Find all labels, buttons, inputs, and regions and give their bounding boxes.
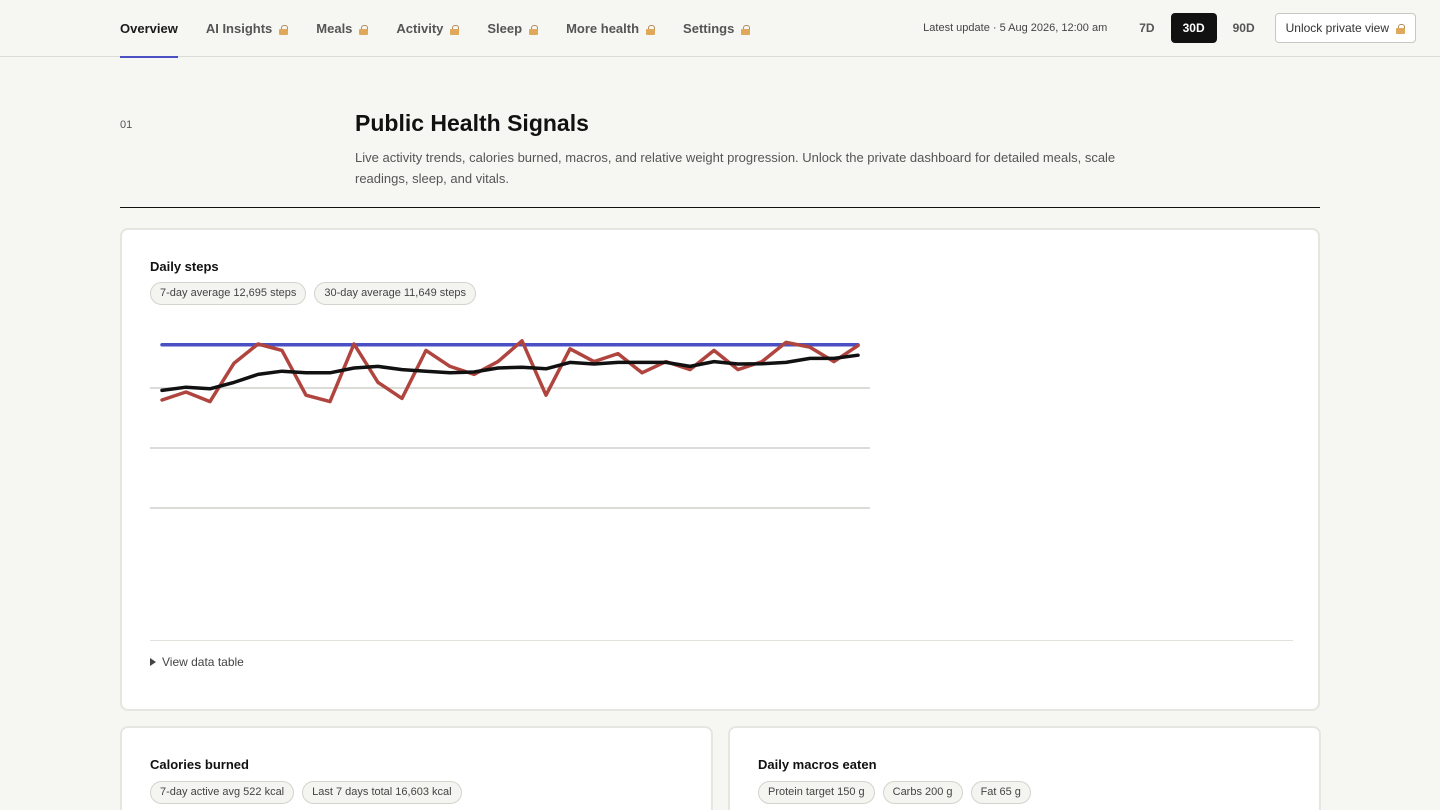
stat-chips: 7-day average 12,695 steps 30-day averag… [150,282,477,305]
range-90d-button[interactable]: 90D [1232,21,1255,35]
section-number: 01 [120,119,133,131]
lock-icon [529,24,539,35]
header-controls: Latest update · 5 Aug 2026, 12:00 am 7D … [923,13,1416,43]
card-divider [150,640,1293,641]
stat-chips: Protein target 150 g Carbs 200 g Fat 65 … [758,781,1031,804]
stat-chip-total: Last 7 days total 16,603 kcal [302,781,462,804]
tab-label: More health [566,21,640,36]
unlock-label: Unlock private view [1285,21,1389,35]
lock-icon [646,24,656,35]
latest-update-text: Latest update · 5 Aug 2026, 12:00 am [923,22,1108,34]
section-description: Live activity trends, calories burned, m… [355,150,1116,186]
lock-icon [450,24,460,35]
card-title: Daily steps [150,259,219,274]
view-data-table-toggle[interactable]: View data table [150,655,244,669]
section-divider [120,207,1320,208]
stat-chips: 7-day active avg 522 kcal Last 7 days to… [150,781,462,804]
lock-icon [741,24,751,35]
tab-ai-insights[interactable]: AI Insights [205,0,289,57]
daily-macros-card: Daily macros eaten Protein target 150 g … [728,726,1321,810]
tab-label: Overview [120,21,178,36]
range-7d-button[interactable]: 7D [1139,21,1155,35]
disclosure-triangle-icon [150,658,156,666]
series-line-daily [160,339,860,404]
top-nav-bar: Overview AI Insights Meals Activity Slee… [0,0,1440,58]
tab-overview[interactable]: Overview [120,0,178,58]
tab-label: Meals [316,21,353,36]
card-title: Calories burned [150,757,249,772]
tab-activity[interactable]: Activity [396,0,460,57]
stat-chip-protein: Protein target 150 g [758,781,875,804]
tab-label: Settings [683,21,735,36]
daily-steps-card: Daily steps 7-day average 12,695 steps 3… [120,228,1320,711]
tab-sleep[interactable]: Sleep [487,0,539,57]
stat-chip-7day-average: 7-day average 12,695 steps [150,282,307,305]
calories-burned-card: Calories burned 7-day active avg 522 kca… [120,726,713,810]
stat-chip-carbs: Carbs 200 g [882,781,963,804]
series-line-rolling-average [160,353,860,393]
tab-more-health[interactable]: More health [566,0,656,57]
lock-icon [279,24,289,35]
tab-label: Sleep [487,21,523,36]
unlock-private-view-button[interactable]: Unlock private view [1274,13,1416,43]
tab-label: AI Insights [205,21,273,36]
toggle-label: View data table [162,655,244,669]
nav-tabs: Overview AI Insights Meals Activity Slee… [120,0,751,58]
range-30d-button[interactable]: 30D [1170,13,1217,43]
lock-icon [359,24,369,35]
tab-label: Activity [396,21,444,36]
stat-chip-30day-average: 30-day average 11,649 steps [314,282,477,305]
tab-meals[interactable]: Meals [316,0,369,57]
page-title: Public Health Signals [355,110,589,136]
tab-settings[interactable]: Settings [683,0,751,57]
lock-icon [1396,24,1405,34]
stat-chip-active-avg: 7-day active avg 522 kcal [150,781,295,804]
stat-chip-fat: Fat 65 g [970,781,1031,804]
daily-steps-chart [150,339,870,509]
card-title: Daily macros eaten [758,757,877,772]
